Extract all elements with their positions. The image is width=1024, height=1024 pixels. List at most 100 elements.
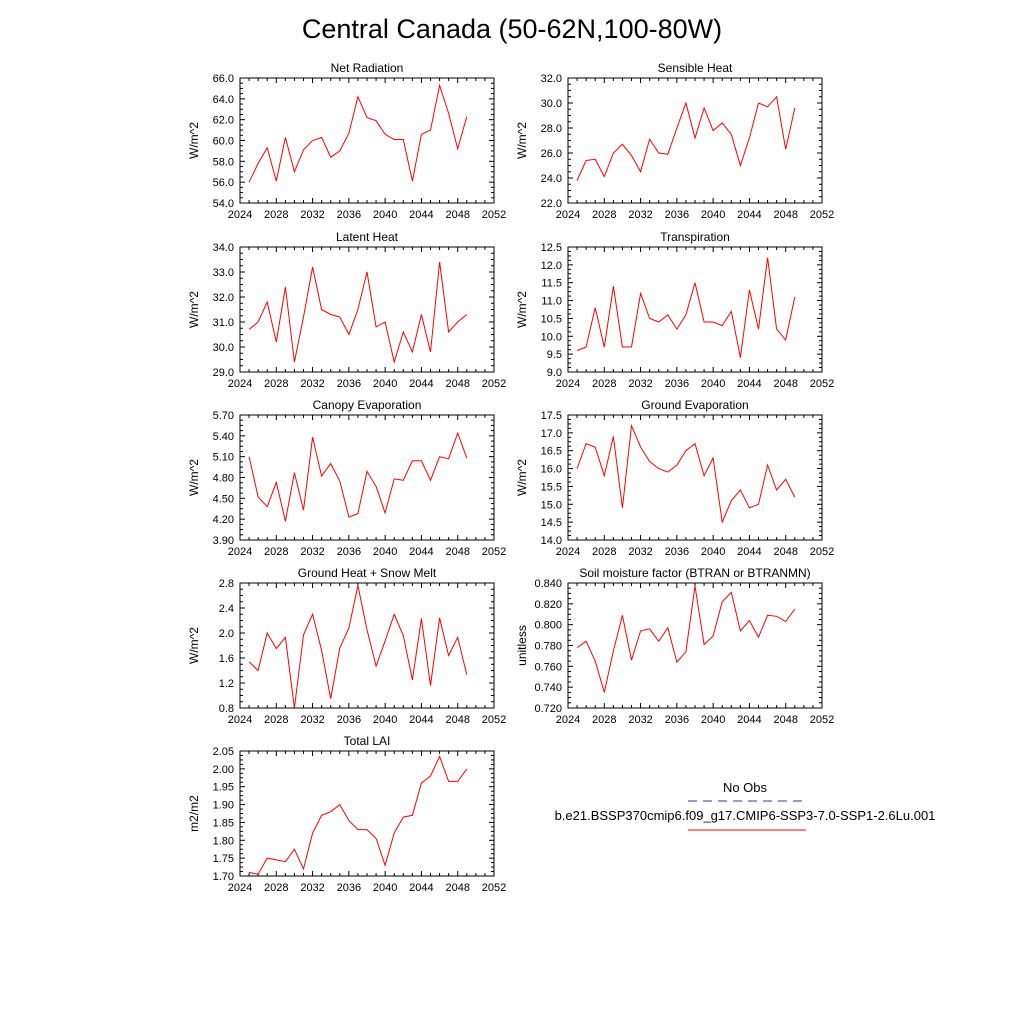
x-tick-label: 2024 — [228, 546, 252, 558]
y-axis-label: W/m^2 — [187, 627, 201, 664]
x-tick-label: 2028 — [264, 209, 288, 221]
plot-frame — [567, 414, 823, 541]
legend-label-model: b.e21.BSSP370cmip6.f09_g17.CMIP6-SSP3-7.… — [554, 808, 936, 823]
y-tick-label: 14.0 — [541, 535, 562, 547]
x-tick-label: 2028 — [264, 882, 288, 894]
y-tick-label: 15.0 — [541, 499, 562, 511]
y-tick-label: 16.0 — [541, 464, 562, 476]
y-tick-label: 1.75 — [213, 853, 234, 865]
x-tick-label: 2044 — [737, 546, 761, 558]
x-tick-label: 2036 — [337, 209, 361, 221]
y-tick-label: 1.80 — [213, 835, 234, 847]
y-tick-label: 16.5 — [541, 446, 562, 458]
x-tick-label: 2044 — [409, 546, 433, 558]
x-tick-label: 2036 — [665, 209, 689, 221]
x-tick-label: 2024 — [556, 546, 580, 558]
y-tick-label: 12.0 — [541, 260, 562, 272]
y-tick-label: 1.2 — [219, 678, 234, 690]
x-tick-label: 2032 — [300, 546, 324, 558]
plot-frame — [239, 582, 495, 709]
panel-4: Transpiration W/m^2 2024 2028 2032 2036 2040 20… — [515, 230, 834, 390]
y-tick-label: 9.5 — [547, 349, 562, 361]
x-tick-label: 2024 — [228, 378, 252, 390]
x-tick-label: 2040 — [701, 378, 725, 390]
x-tick-label: 2024 — [228, 209, 252, 221]
x-tick-label: 2036 — [665, 714, 689, 726]
y-tick-label: 11.0 — [541, 296, 562, 308]
y-tick-label: 10.0 — [541, 331, 562, 343]
x-tick-label: 2052 — [810, 546, 834, 558]
x-tick-label: 2024 — [556, 714, 580, 726]
x-tick-label: 2032 — [300, 882, 324, 894]
y-tick-label: 11.5 — [541, 278, 562, 290]
x-tick-label: 2028 — [592, 378, 616, 390]
x-tick-label: 2044 — [409, 882, 433, 894]
series-line — [576, 423, 796, 524]
y-tick-label: 0.720 — [534, 703, 562, 715]
x-tick-label: 2048 — [773, 209, 797, 221]
plot-frame — [567, 582, 823, 709]
legend: No Obs b.e21.BSSP370cmip6.f09_g17.CMIP6-… — [520, 776, 970, 846]
y-tick-label: 0.740 — [534, 682, 562, 694]
y-tick-label: 1.6 — [219, 653, 234, 665]
x-tick-label: 2048 — [773, 546, 797, 558]
y-axis-label: W/m^2 — [515, 291, 529, 328]
x-tick-label: 2052 — [482, 714, 506, 726]
y-axis-label: m2/m2 — [187, 795, 201, 832]
y-tick-label: 1.90 — [213, 800, 234, 812]
x-tick-label: 2048 — [445, 209, 469, 221]
panel-7: Ground Heat + Snow Melt W/m^2 2024 2028 2032… — [187, 566, 506, 726]
y-tick-label: 0.800 — [534, 620, 562, 632]
x-tick-label: 2032 — [300, 378, 324, 390]
y-tick-label: 54.0 — [213, 198, 234, 210]
series-line — [248, 261, 468, 364]
panel-title: Ground Heat + Snow Melt — [298, 566, 437, 580]
x-tick-label: 2032 — [628, 378, 652, 390]
y-tick-label: 0.8 — [219, 703, 234, 715]
y-axis-label: W/m^2 — [515, 459, 529, 496]
y-tick-label: 34.0 — [213, 242, 234, 254]
y-axis-label: W/m^2 — [187, 291, 201, 328]
y-tick-label: 17.5 — [541, 410, 562, 422]
x-tick-label: 2032 — [628, 714, 652, 726]
y-tick-label: 56.0 — [213, 177, 234, 189]
x-tick-label: 2032 — [628, 546, 652, 558]
legend-label-obs: No Obs — [722, 780, 768, 795]
x-tick-label: 2048 — [773, 378, 797, 390]
y-tick-label: 15.5 — [541, 481, 562, 493]
y-tick-label: 26.0 — [541, 148, 562, 160]
x-tick-label: 2028 — [264, 714, 288, 726]
x-tick-label: 2040 — [373, 209, 397, 221]
y-tick-label: 5.10 — [213, 452, 234, 464]
legend-line-model — [688, 829, 806, 831]
x-tick-label: 2044 — [737, 378, 761, 390]
x-tick-label: 2044 — [409, 714, 433, 726]
x-tick-label: 2052 — [810, 378, 834, 390]
panel-8: Soil moisture factor (BTRAN or BTRANMN) u… — [515, 566, 834, 726]
y-tick-label: 1.95 — [213, 782, 234, 794]
y-axis-label: W/m^2 — [187, 459, 201, 496]
x-tick-label: 2040 — [373, 882, 397, 894]
x-tick-label: 2052 — [482, 209, 506, 221]
plot-frame — [239, 246, 495, 373]
x-tick-label: 2036 — [665, 546, 689, 558]
x-tick-label: 2040 — [373, 546, 397, 558]
x-tick-label: 2044 — [737, 714, 761, 726]
x-tick-label: 2028 — [592, 714, 616, 726]
x-tick-label: 2032 — [628, 209, 652, 221]
panel-title: Total LAI — [344, 734, 391, 748]
x-tick-label: 2052 — [810, 209, 834, 221]
y-tick-label: 66.0 — [213, 73, 234, 85]
series-line — [248, 585, 468, 709]
panel-title: Canopy Evaporation — [313, 398, 422, 412]
y-tick-label: 4.20 — [213, 514, 234, 526]
x-tick-label: 2028 — [592, 546, 616, 558]
y-tick-label: 24.0 — [541, 173, 562, 185]
panel-5: Canopy Evaporation W/m^2 2024 2028 2032 2036 2… — [187, 398, 506, 558]
x-tick-label: 2024 — [556, 209, 580, 221]
x-tick-label: 2032 — [300, 714, 324, 726]
figure-title: Central Canada (50-62N,100-80W) — [301, 14, 723, 44]
plot-frame — [239, 750, 495, 877]
x-tick-label: 2024 — [228, 714, 252, 726]
x-tick-label: 2036 — [337, 714, 361, 726]
